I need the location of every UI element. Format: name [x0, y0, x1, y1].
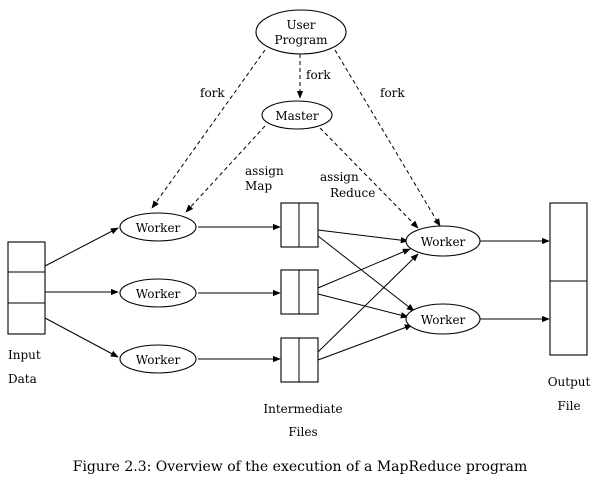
assign-reduce-label-line-2: Reduce	[330, 186, 375, 200]
file-2-to-reduce-worker-1	[317, 248, 411, 289]
input-data-box	[7, 241, 46, 335]
assign-map-label-line-1: assign	[245, 164, 284, 178]
assign-map-label-line-2: Map	[245, 179, 272, 193]
master-node: Master	[261, 100, 333, 130]
reduce-worker-1-label: Worker	[421, 235, 466, 249]
reduce-worker-1: Worker	[405, 225, 481, 257]
input-to-map-worker-3	[44, 317, 119, 358]
intermediate-file-1	[280, 202, 319, 248]
user-program-label-line-1: User	[286, 18, 315, 32]
file-1-to-reduce-worker-2	[317, 235, 415, 312]
map-worker-2: Worker	[119, 278, 197, 308]
fork-label-right: fork	[380, 86, 405, 100]
reduce-worker-2: Worker	[405, 303, 481, 335]
fork-label-middle: fork	[306, 68, 331, 82]
file-2-to-reduce-worker-2	[317, 293, 409, 319]
input-to-map-worker-1	[44, 227, 119, 267]
user-program-node: User Program	[255, 9, 347, 55]
file-3-to-reduce-worker-1	[317, 253, 419, 353]
map-worker-1: Worker	[119, 212, 197, 242]
assign-reduce-label-line-1: assign	[320, 170, 359, 184]
fork-edge-to-map-worker	[151, 49, 266, 209]
output-label-line-2: File	[557, 399, 580, 413]
file-3-to-reduce-worker-2	[317, 324, 413, 361]
file-1-to-reduce-worker-1	[317, 229, 409, 244]
input-label-line-2: Data	[8, 372, 37, 386]
intermediate-label-line-2: Files	[288, 425, 317, 439]
fork-label-left: fork	[200, 86, 225, 100]
map-worker-3-label: Worker	[136, 353, 181, 367]
map-worker-1-label: Worker	[136, 221, 181, 235]
map-worker-2-label: Worker	[136, 287, 181, 301]
assign-reduce-edge	[319, 127, 419, 229]
master-label: Master	[275, 109, 319, 123]
reduce-worker-2-label: Worker	[421, 313, 466, 327]
output-file-box	[549, 202, 588, 356]
fork-edge-to-reduce-worker	[334, 49, 441, 227]
intermediate-file-3	[280, 337, 319, 383]
user-program-label-line-2: Program	[275, 33, 329, 47]
map-worker-3: Worker	[119, 344, 197, 374]
intermediate-label-line-1: Intermediate	[263, 402, 342, 416]
intermediate-file-2	[280, 269, 319, 315]
figure-caption: Figure 2.3: Overview of the execution of…	[73, 459, 528, 475]
assign-map-edge	[185, 125, 266, 213]
input-label-line-1: Input	[8, 348, 41, 362]
output-label-line-1: Output	[548, 375, 591, 389]
